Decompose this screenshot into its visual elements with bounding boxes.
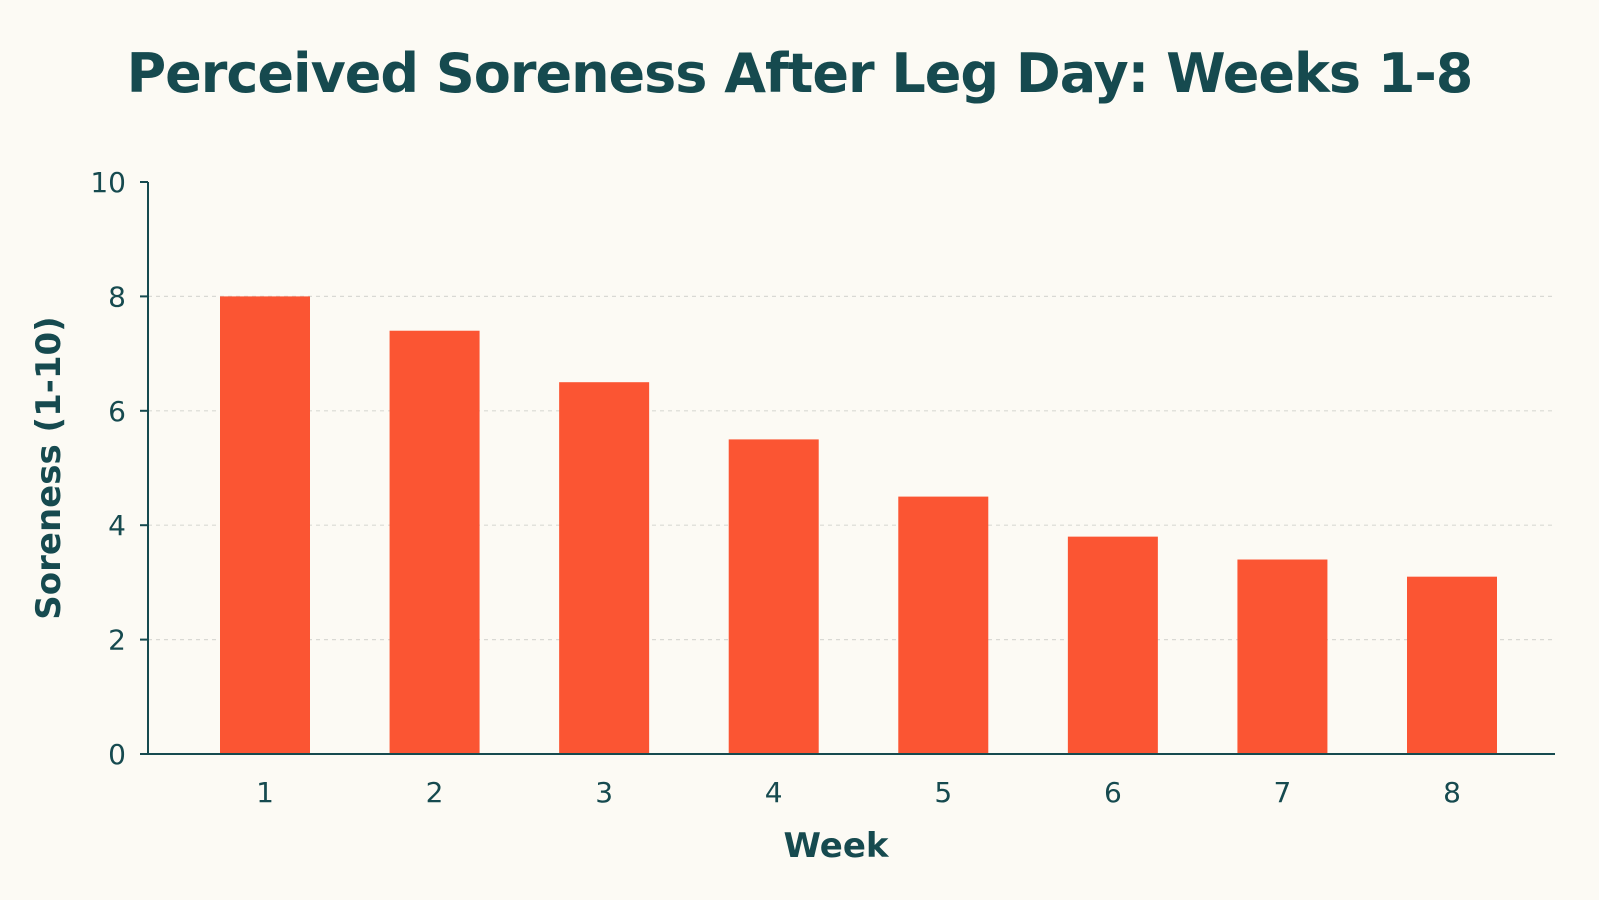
y-tick-label-8: 8 [108,280,126,313]
axes [147,182,1555,755]
gridlines [148,295,1555,641]
x-axis-title: Week [783,826,889,866]
y-tick-label-2: 2 [108,624,126,657]
x-tick-label-1: 1 [256,776,274,809]
y-tick-labels: 0 2 4 6 8 10 [90,166,148,771]
bar-week-4 [728,439,819,754]
bar-week-6 [1067,536,1158,754]
bar-week-5 [898,496,989,754]
x-tick-label-8: 8 [1443,776,1461,809]
x-tick-label-2: 2 [426,776,444,809]
y-tick-label-10: 10 [90,166,126,199]
bar-week-8 [1407,576,1497,754]
chart-title: Perceived Soreness After Leg Day: Weeks … [126,42,1474,105]
bar-week-7 [1237,559,1328,754]
x-tick-label-7: 7 [1274,776,1292,809]
x-tick-label-4: 4 [765,776,783,809]
x-tick-labels: 1 2 3 4 5 6 7 8 [256,776,1461,809]
bar-week-3 [559,382,650,754]
y-axis-title: Soreness (1-10) [29,316,69,619]
x-tick-label-5: 5 [934,776,952,809]
bar-week-2 [389,330,480,754]
y-tick-label-6: 6 [108,395,126,428]
x-tick-label-6: 6 [1104,776,1122,809]
y-tick-label-4: 4 [108,509,126,542]
y-tick-label-0: 0 [108,738,126,771]
bars [220,296,1497,754]
bar-week-1 [220,296,310,754]
x-tick-label-3: 3 [595,776,613,809]
